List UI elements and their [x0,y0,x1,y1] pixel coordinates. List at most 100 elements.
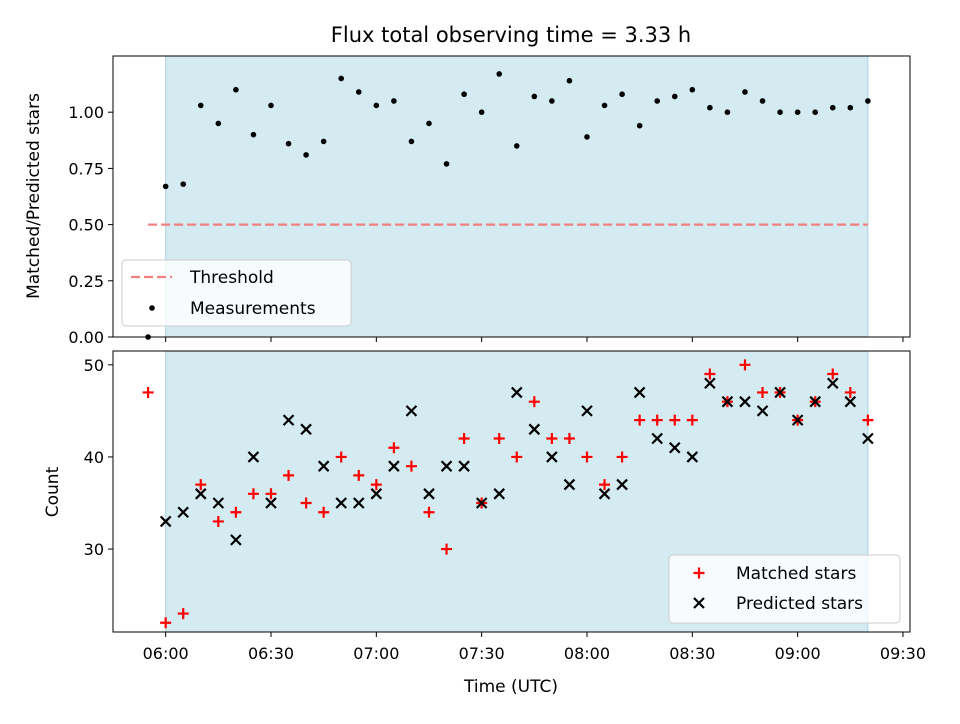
data-point [599,479,611,491]
data-point [215,120,222,127]
legend: Matched stars Predicted stars [668,554,901,624]
y-tick-label: 30 [84,540,104,559]
data-point [563,433,575,445]
data-point [827,368,839,380]
data-point [704,377,716,390]
x-tick-label: 09:30 [880,644,926,663]
data-point [426,120,432,127]
data-point [373,102,380,109]
data-point [247,451,260,463]
data-point [408,138,415,145]
data-point [335,451,347,463]
data-point [756,405,769,417]
data-point [777,109,783,115]
y-tick-label: 40 [84,448,104,467]
data-point [265,497,277,509]
x-tick-label: 07:30 [459,644,505,663]
data-point [721,395,734,408]
data-point [142,386,154,398]
data-point [616,478,628,491]
plot-frame [112,55,911,338]
data-point [335,497,347,509]
ratio-panel: 0.00 0.25 0.50 0.75 1.00 Threshold Measurement… [68,55,911,347]
data-point [160,617,172,629]
y-axis-label-top: Matched/Predicted stars [24,93,44,299]
data-point [724,109,731,115]
data-point [353,469,365,481]
data-point [265,488,277,500]
data-point [809,395,821,408]
data-point [458,433,470,445]
legend-box [121,259,352,327]
data-point [233,86,239,93]
data-point [320,138,327,145]
data-point [303,152,309,158]
legend-matched-swatch [693,567,705,579]
data-point [388,442,400,454]
data-point [774,386,786,399]
x-tick-label: 06:00 [143,644,189,663]
data-point [478,109,485,115]
data-point [282,414,295,426]
data-point [686,451,699,463]
data-point [668,441,681,454]
data-point [862,432,874,445]
y-tick-label: 0.50 [68,216,104,235]
data-point [441,543,453,555]
data-point [250,131,257,138]
data-point [651,432,663,445]
count-panel: 30 40 50 06:00 06:30 07:00 07:30 08:00 08:30 09:0… [84,350,926,663]
data-point [268,102,274,109]
data-point [493,488,505,500]
data-point [739,359,751,371]
data-point [528,396,540,408]
data-point [212,515,224,527]
data-point [862,414,874,426]
data-point [195,479,207,491]
data-point [230,506,242,518]
data-point [423,488,435,500]
data-point [300,423,312,436]
y-tick-label: 0.00 [68,328,104,347]
data-point [355,89,362,95]
data-point [511,451,523,463]
data-point [283,469,295,481]
data-point [177,608,189,620]
data-point [759,98,766,104]
legend-threshold-label: Threshold [189,268,274,288]
legend-box [668,554,901,624]
x-tick-label: 08:00 [564,644,610,663]
plot-frame [112,350,911,633]
x-tick-label: 07:00 [353,644,399,663]
data-point [531,93,538,100]
data-point [633,386,646,399]
data-point [496,71,503,77]
data-point [528,423,541,436]
data-point [812,109,819,115]
y-tick-label: 0.75 [68,159,104,178]
legend-matched-label: Matched stars [736,564,856,584]
data-point [584,134,590,140]
data-point [197,102,204,109]
data-point [180,181,187,187]
data-point [549,98,555,104]
y-tick-label: 0.25 [68,272,104,291]
legend-measurements-label: Measurements [190,299,316,319]
data-point [370,479,382,491]
data-point [194,488,207,500]
data-point [159,515,172,528]
data-point [601,102,608,109]
data-point [285,140,292,147]
data-point [461,91,467,98]
legend-predicted-swatch [693,597,705,609]
data-point [794,109,801,115]
data-point [757,386,769,398]
data-point [651,414,663,426]
data-point [352,497,365,509]
x-tick-label: 08:30 [669,644,715,663]
data-point [581,451,593,463]
data-point [458,460,470,472]
data-point [370,488,383,500]
data-point [829,104,836,111]
data-point [686,414,698,426]
